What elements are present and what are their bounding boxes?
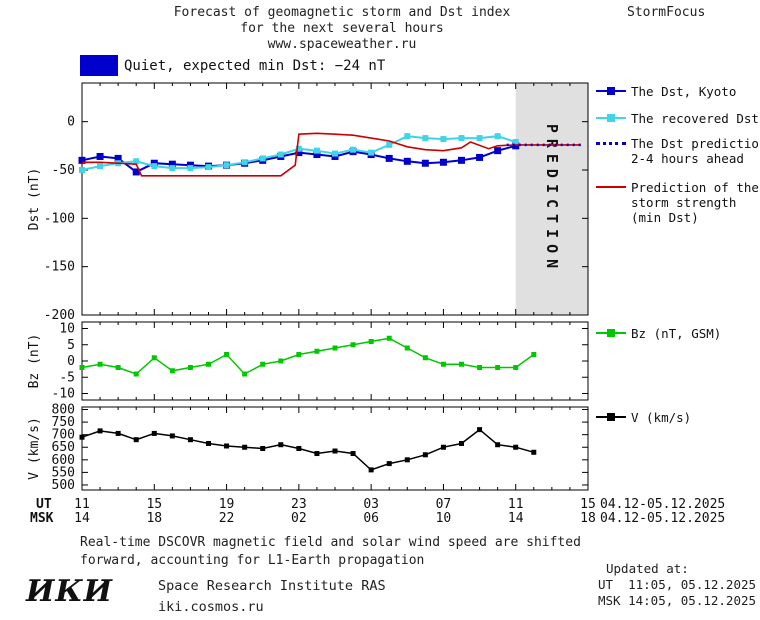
footnote-line2: forward, accounting for L1-Earth propaga…	[80, 553, 425, 568]
svg-text:10: 10	[59, 322, 75, 337]
y-axis-label-v: V (km/s)	[27, 417, 42, 480]
y-axis-label-bz: Bz (nT)	[27, 334, 42, 389]
legend-item-v: V (km/s)	[596, 410, 691, 425]
legend-label-line: Bz (nT, GSM)	[631, 326, 722, 341]
footnote: Real-time DSCOVR magnetic field and sola…	[80, 534, 581, 570]
legend-label-line: storm strength	[631, 195, 737, 210]
svg-text:23: 23	[291, 497, 307, 512]
bz-swatch	[596, 327, 626, 340]
svg-text:04.12-05.12.2025: 04.12-05.12.2025	[600, 511, 725, 526]
legend-label-line: The Dst prediction	[631, 136, 760, 151]
svg-text:MSK: MSK	[30, 511, 54, 526]
updated-label: Updated at:	[606, 561, 689, 576]
legend-label-v: V (km/s)	[631, 410, 691, 425]
x-axis-labels: UTMSK1114151819222302030607101114151804.…	[30, 497, 725, 526]
legend-label-bz: Bz (nT, GSM)	[631, 326, 721, 341]
svg-text:UT: UT	[36, 497, 52, 512]
legend-item-dst-kyoto: The Dst, Kyoto	[596, 84, 736, 99]
legend-label-line: 2-4 hours ahead	[631, 151, 744, 166]
page-title: Forecast of geomagnetic storm and Dst in…	[82, 5, 602, 53]
legend-item-storm-strength: Prediction of the storm strength (min Ds…	[596, 180, 759, 225]
dst-kyoto-swatch	[596, 85, 626, 98]
legend-label-line: Prediction of the	[631, 180, 759, 195]
plot-dst: PREDICTION 0 -50 -100 -150 -200 Dst (nT)	[27, 82, 589, 323]
svg-text:-100: -100	[44, 211, 75, 226]
svg-text:750: 750	[52, 415, 75, 430]
svg-text:18: 18	[580, 511, 596, 526]
svg-text:550: 550	[52, 465, 75, 480]
svg-text:800: 800	[52, 403, 75, 418]
recovered-dst-swatch	[596, 112, 626, 125]
updated-block: Updated at: UT 11:05, 05.12.2025 MSK 14:…	[598, 561, 756, 609]
svg-text:04.12-05.12.2025: 04.12-05.12.2025	[600, 497, 725, 512]
legend-label-recovered-dst: The recovered Dst	[631, 111, 759, 126]
svg-text:5: 5	[67, 338, 75, 353]
institute-site: iki.cosmos.ru	[158, 599, 264, 615]
svg-text:06: 06	[363, 511, 379, 526]
legend-label-dst-kyoto: The Dst, Kyoto	[631, 84, 736, 99]
page-title-line1: Forecast of geomagnetic storm and Dst in…	[173, 5, 511, 20]
updated-ut: UT 11:05, 05.12.2025	[598, 577, 757, 592]
page-title-line2: for the next several hours	[240, 21, 444, 36]
brand-label: StormFocus	[627, 5, 706, 20]
legend-label-line: The recovered Dst	[631, 111, 759, 126]
y-axis-label-dst: Dst (nT)	[27, 168, 42, 231]
svg-text:600: 600	[52, 453, 75, 468]
legend-item-dst-prediction: The Dst prediction 2-4 hours ahead	[596, 136, 760, 166]
svg-text:-200: -200	[44, 308, 75, 323]
updated-msk: MSK 14:05, 05.12.2025	[598, 593, 757, 608]
svg-text:15: 15	[580, 497, 596, 512]
prediction-band-label: PREDICTION	[543, 124, 561, 274]
series-v	[81, 428, 535, 471]
svg-text:-50: -50	[52, 163, 75, 178]
legend-label-line: The Dst, Kyoto	[631, 84, 737, 99]
svg-text:0: 0	[67, 354, 75, 369]
svg-text:19: 19	[219, 497, 235, 512]
legend-item-bz: Bz (nT, GSM)	[596, 326, 721, 341]
svg-text:15: 15	[146, 497, 162, 512]
svg-text:14: 14	[508, 511, 524, 526]
iki-logo: ИКИ	[26, 574, 113, 609]
site-url: www.spaceweather.ru	[267, 37, 417, 52]
plot-frame	[81, 82, 589, 316]
svg-text:18: 18	[146, 511, 162, 526]
dst-prediction-swatch	[596, 137, 626, 150]
svg-text:11: 11	[74, 497, 90, 512]
series-storm_prediction	[82, 132, 581, 177]
svg-text:700: 700	[52, 428, 75, 443]
legend-label-storm-strength: Prediction of the storm strength (min Ds…	[631, 180, 759, 225]
svg-text:03: 03	[363, 497, 379, 512]
svg-text:650: 650	[52, 440, 75, 455]
svg-text:0: 0	[67, 115, 75, 130]
svg-text:02: 02	[291, 511, 307, 526]
v-swatch	[596, 411, 626, 424]
status-text: Quiet, expected min Dst: −24 nT	[124, 58, 386, 74]
legend-label-line: V (km/s)	[631, 410, 692, 425]
svg-text:22: 22	[219, 511, 235, 526]
svg-text:-10: -10	[52, 387, 75, 402]
legend-label-dst-prediction: The Dst prediction 2-4 hours ahead	[631, 136, 760, 166]
svg-text:14: 14	[74, 511, 90, 526]
svg-text:-5: -5	[59, 370, 75, 385]
svg-text:10: 10	[436, 511, 452, 526]
svg-text:-150: -150	[44, 260, 75, 275]
svg-text:11: 11	[508, 497, 524, 512]
storm-level-indicator	[80, 55, 118, 76]
institute-name: Space Research Institute RAS	[158, 578, 386, 594]
legend-item-recovered-dst: The recovered Dst	[596, 111, 759, 126]
plot-frame	[81, 406, 589, 491]
storm-strength-swatch	[596, 181, 626, 194]
legend-label-line: (min Dst)	[631, 210, 699, 225]
svg-text:07: 07	[436, 497, 452, 512]
prediction-band	[515, 83, 588, 315]
footnote-line1: Real-time DSCOVR magnetic field and sola…	[80, 535, 581, 550]
svg-text:500: 500	[52, 478, 75, 493]
series-bz	[81, 337, 535, 375]
